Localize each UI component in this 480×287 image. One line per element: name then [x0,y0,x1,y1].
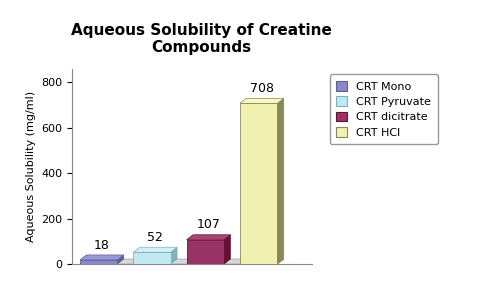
Polygon shape [117,255,124,264]
Polygon shape [80,255,124,260]
Text: 18: 18 [94,238,110,252]
Polygon shape [224,235,230,264]
Polygon shape [277,98,284,264]
Polygon shape [240,98,284,103]
Y-axis label: Aqueous Solubility (mg/ml): Aqueous Solubility (mg/ml) [25,91,36,242]
Polygon shape [80,260,117,264]
Polygon shape [240,103,277,264]
Polygon shape [187,240,224,264]
Polygon shape [171,247,177,264]
Polygon shape [187,235,230,240]
Legend: CRT Mono, CRT Pyruvate, CRT dicitrate, CRT HCl: CRT Mono, CRT Pyruvate, CRT dicitrate, C… [330,74,438,144]
Text: Aqueous Solubility of Creatine
Compounds: Aqueous Solubility of Creatine Compounds [71,23,332,55]
Polygon shape [133,247,177,252]
Text: 52: 52 [147,231,163,244]
Text: 107: 107 [197,218,220,231]
Polygon shape [80,259,284,264]
Polygon shape [133,252,171,264]
Text: 708: 708 [250,82,274,95]
